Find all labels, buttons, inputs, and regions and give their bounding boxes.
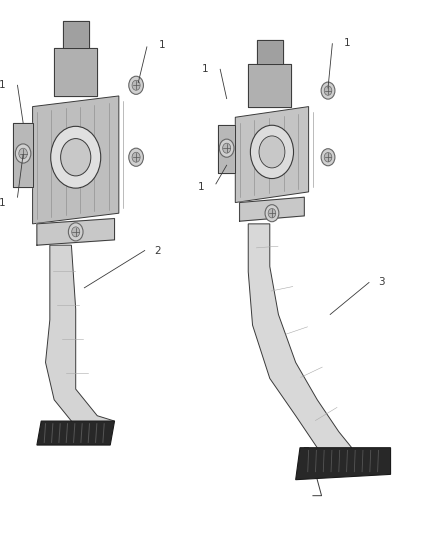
Circle shape [321, 82, 335, 99]
Circle shape [324, 86, 332, 95]
Polygon shape [218, 125, 235, 173]
Circle shape [259, 136, 285, 168]
Circle shape [60, 139, 91, 176]
Text: 3: 3 [378, 278, 385, 287]
Text: 1: 1 [202, 64, 208, 74]
Circle shape [129, 76, 143, 94]
Polygon shape [46, 245, 114, 432]
Circle shape [72, 227, 80, 237]
Text: 1: 1 [198, 182, 204, 191]
Circle shape [68, 223, 83, 241]
Circle shape [321, 149, 335, 166]
Polygon shape [235, 107, 309, 203]
Polygon shape [257, 40, 283, 64]
Circle shape [324, 152, 332, 162]
Text: 1: 1 [0, 80, 6, 90]
Polygon shape [63, 21, 88, 48]
Text: 2: 2 [154, 246, 161, 255]
Polygon shape [240, 197, 304, 221]
Circle shape [132, 152, 140, 162]
Text: 1: 1 [344, 38, 351, 47]
Circle shape [15, 144, 31, 163]
Polygon shape [54, 48, 97, 96]
Polygon shape [248, 224, 352, 464]
Text: 1: 1 [0, 198, 6, 207]
Circle shape [265, 205, 279, 222]
Polygon shape [248, 64, 291, 107]
Circle shape [251, 125, 293, 179]
Circle shape [51, 126, 101, 188]
Circle shape [19, 148, 27, 159]
Circle shape [223, 143, 231, 153]
Polygon shape [37, 421, 114, 445]
Text: 1: 1 [159, 41, 165, 50]
Circle shape [129, 148, 143, 166]
Circle shape [268, 208, 276, 218]
Circle shape [132, 80, 140, 90]
Polygon shape [13, 123, 32, 187]
Polygon shape [32, 96, 119, 224]
Polygon shape [37, 219, 114, 245]
Polygon shape [296, 448, 391, 480]
Circle shape [219, 139, 234, 157]
